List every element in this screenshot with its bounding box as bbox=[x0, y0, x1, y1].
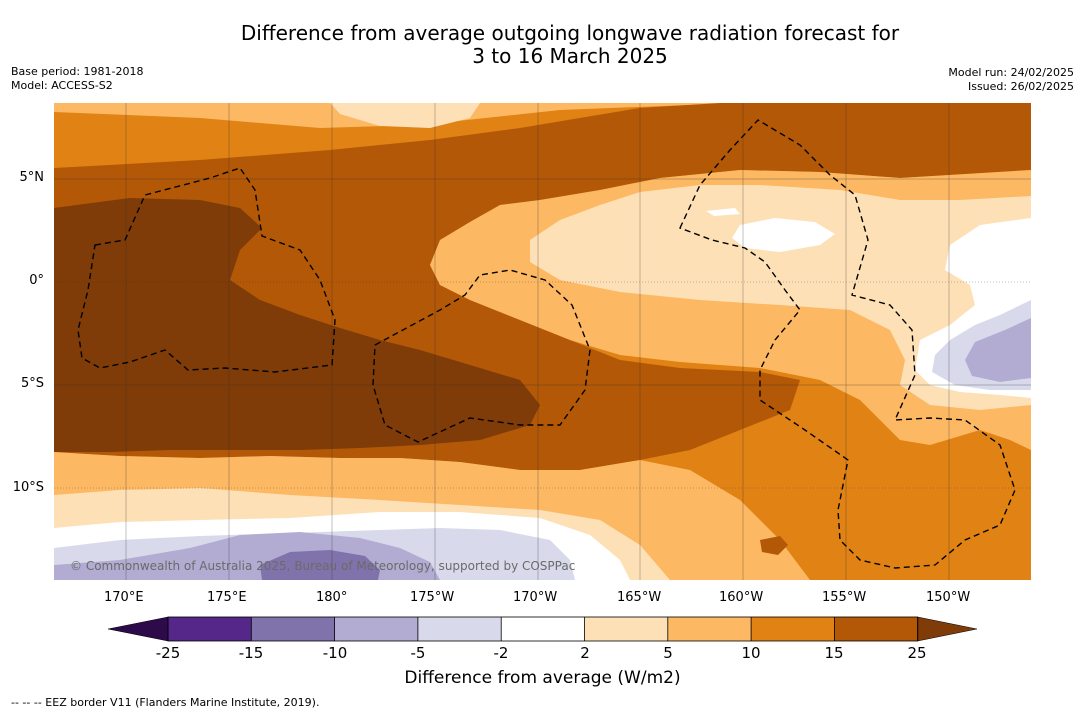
colorbar-label: -5 bbox=[410, 644, 426, 662]
colorbar-extend-low bbox=[107, 616, 169, 642]
band-gt25-core bbox=[54, 198, 540, 452]
band-neg10-neg5-east bbox=[965, 318, 1031, 382]
y-tick-label: 10°S bbox=[12, 480, 44, 495]
model-text: Model: ACCESS-S2 bbox=[11, 79, 113, 92]
model-run-text: Model run: 24/02/2025 bbox=[948, 66, 1074, 79]
x-tick-label: 160°W bbox=[719, 590, 764, 605]
colorbar-label: 5 bbox=[663, 644, 673, 662]
colorbar-label: 25 bbox=[907, 644, 927, 662]
colorbar-seg-5-10 bbox=[667, 617, 752, 641]
meta-right: Model run: 24/02/2025 Issued: 26/02/2025 bbox=[948, 66, 1074, 94]
x-tick-label: 180° bbox=[316, 590, 348, 605]
colorbar-label: -10 bbox=[322, 644, 348, 662]
colorbar-seg-10-15 bbox=[751, 617, 835, 641]
colorbar-seg-neg2-2 bbox=[501, 617, 585, 641]
colorbar-label: -2 bbox=[493, 644, 509, 662]
band-2-5-north bbox=[330, 103, 480, 128]
graticule bbox=[54, 103, 1031, 580]
band-10-15-southeast bbox=[900, 505, 1031, 580]
title-line-2: 3 to 16 March 2025 bbox=[472, 44, 668, 68]
colorbar-label: -15 bbox=[238, 644, 264, 662]
eez-footnote: -- -- -- EEZ border V11 (Flanders Marine… bbox=[11, 696, 320, 709]
colorbar-dividers bbox=[167, 616, 919, 642]
colorbar bbox=[107, 616, 978, 642]
colorbar-label: 2 bbox=[580, 644, 590, 662]
colorbar-label: -25 bbox=[155, 644, 181, 662]
y-tick-label: 0° bbox=[29, 273, 44, 288]
copyright-notice: © Commonwealth of Australia 2025, Bureau… bbox=[70, 559, 576, 573]
band-5-10-north bbox=[54, 103, 1031, 128]
y-tick-label: 5°S bbox=[20, 376, 44, 391]
meta-left: Base period: 1981-2018 Model: ACCESS-S2 bbox=[11, 65, 143, 93]
base-period-text: Base period: 1981-2018 bbox=[11, 65, 144, 78]
eez-borders bbox=[77, 119, 1016, 569]
eez-border-west bbox=[77, 167, 336, 373]
issued-text: Issued: 26/02/2025 bbox=[967, 80, 1074, 93]
colorbar-seg-2-5 bbox=[584, 617, 668, 641]
colorbar-seg-15-25 bbox=[834, 617, 918, 641]
band-2-5-east bbox=[530, 185, 1031, 410]
x-tick-label: 155°W bbox=[822, 590, 867, 605]
band-neutral-dot bbox=[706, 208, 740, 216]
x-tick-label: 170°E bbox=[104, 590, 144, 605]
x-tick-label: 165°W bbox=[617, 590, 662, 605]
colorbar-seg-neg15-neg10 bbox=[251, 617, 335, 641]
colorbar-seg-neg10-neg5 bbox=[334, 617, 418, 641]
x-tick-label: 175°E bbox=[207, 590, 247, 605]
colorbar-label: 15 bbox=[824, 644, 844, 662]
y-tick-label: 5°N bbox=[19, 170, 45, 185]
x-tick-label: 150°W bbox=[926, 590, 971, 605]
band-neutral-patch bbox=[732, 218, 835, 252]
band-15-25-southeast bbox=[760, 536, 788, 555]
colorbar-seg-neg5-neg2 bbox=[417, 617, 502, 641]
eez-border-central bbox=[372, 269, 591, 443]
colorbar-seg-neg25-neg15 bbox=[168, 617, 252, 641]
eez-border-east bbox=[679, 119, 1016, 569]
map-title: Difference from average outgoing longwav… bbox=[0, 22, 1085, 68]
colorbar-label: 10 bbox=[741, 644, 761, 662]
colorbar-extend-high bbox=[917, 616, 978, 642]
title-line-1: Difference from average outgoing longwav… bbox=[240, 21, 900, 45]
x-tick-label: 175°W bbox=[410, 590, 455, 605]
colorbar-title: Difference from average (W/m2) bbox=[404, 668, 681, 688]
map-fill-layers bbox=[54, 103, 1031, 580]
x-tick-label: 170°W bbox=[513, 590, 558, 605]
band-neg15-neg10-south bbox=[260, 550, 380, 580]
